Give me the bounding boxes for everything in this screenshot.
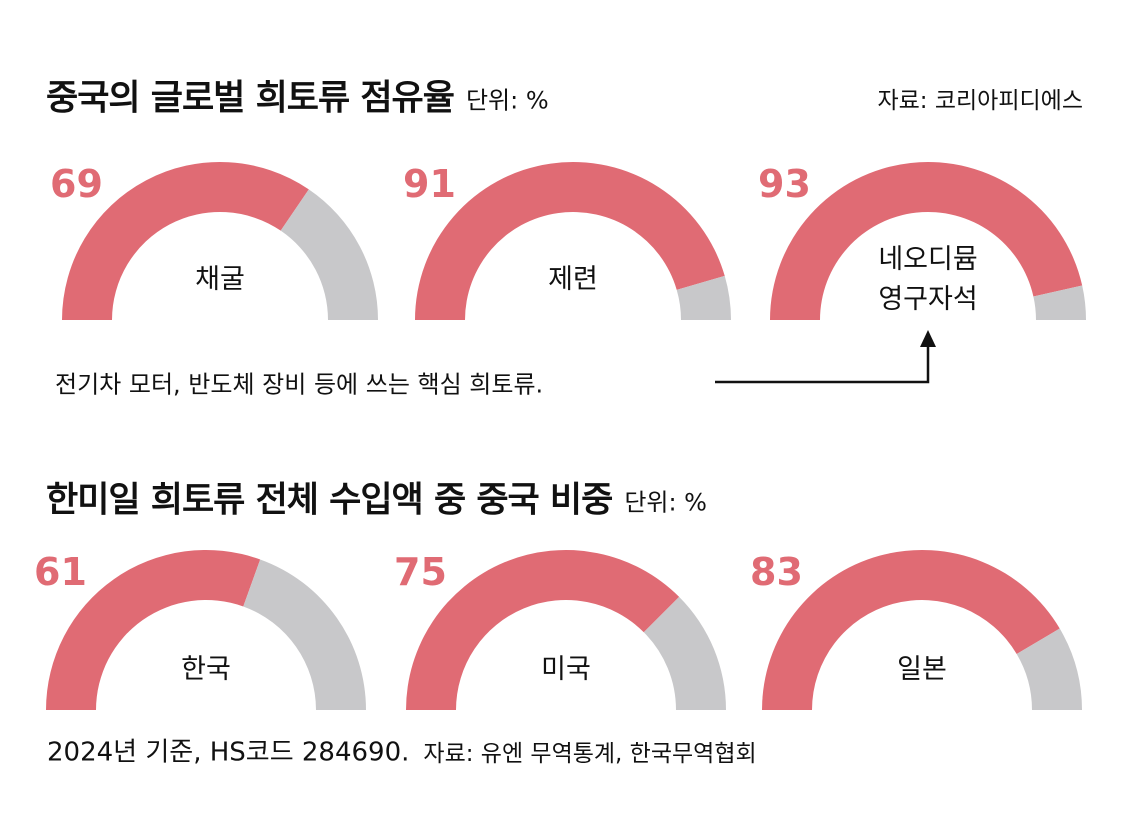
gauge-value: [770, 162, 1083, 320]
category-label: 미국: [541, 654, 591, 685]
gauge-value: [415, 161, 725, 320]
gauge-rest: [676, 275, 731, 320]
gauge-rest: [643, 596, 726, 710]
chart-title: 한미일 희토류 전체 수입액 중 중국 비중: [46, 480, 613, 521]
category-label: 제련: [548, 264, 598, 295]
value-label: 75: [394, 550, 447, 594]
source: 자료: 코리아피디에스: [877, 88, 1083, 114]
arrow-line: [715, 345, 930, 384]
value-label: 91: [403, 162, 456, 206]
unit-label: 단위: %: [465, 86, 549, 115]
category-label: 일본: [897, 654, 947, 685]
gauge-rest: [243, 559, 366, 710]
note: 2024년 기준, HS코드 284690.: [47, 737, 410, 768]
source: 자료: 유엔 무역통계, 한국무역협회: [423, 741, 757, 767]
arrow-head: [920, 330, 936, 347]
value-label: 69: [50, 162, 103, 206]
gauge-value: [406, 549, 680, 710]
gauge-value: [62, 161, 309, 320]
chart-title: 중국의 글로벌 희토류 점유율: [46, 78, 455, 119]
gauge-rest: [1016, 628, 1082, 710]
value-label: 93: [758, 162, 811, 206]
gauge-rest: [280, 189, 378, 320]
gauge-rest: [1033, 285, 1086, 320]
category-label: 한국: [181, 654, 231, 685]
annotation: 전기차 모터, 반도체 장비 등에 쓰는 핵심 희토류.: [55, 370, 544, 399]
gauge-value: [762, 549, 1060, 710]
unit-label: 단위: %: [624, 488, 707, 517]
value-label: 61: [34, 550, 87, 594]
category-label: 채굴: [195, 264, 245, 295]
category-label: 네오디뮴 영구자석: [878, 244, 978, 315]
gauge-value: [46, 550, 261, 710]
value-label: 83: [750, 550, 803, 594]
